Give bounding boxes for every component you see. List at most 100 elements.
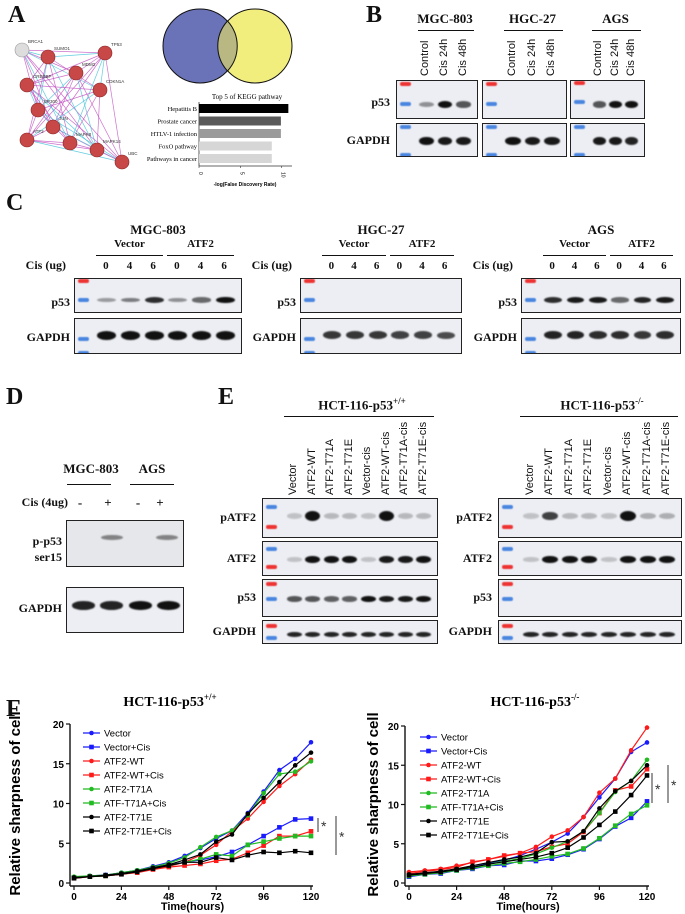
data-point	[261, 839, 266, 844]
network-node-label: SUMO1	[54, 46, 71, 51]
protein-band	[418, 101, 434, 108]
chart-title-superscript: +/+	[204, 692, 217, 702]
ladder-marker	[486, 82, 497, 87]
protein-band	[522, 512, 539, 519]
legend-marker	[426, 832, 431, 838]
x-tick-label: 72	[211, 892, 223, 903]
data-point	[119, 871, 124, 877]
network-edge	[75, 72, 98, 151]
ladder-marker	[525, 298, 536, 302]
protein-band	[639, 631, 656, 637]
network-edge	[69, 89, 101, 144]
lane-label: ATF2-T71E	[342, 438, 355, 495]
protein-band	[360, 557, 376, 562]
data-point	[628, 815, 634, 821]
ladder-marker	[502, 635, 513, 640]
row-label-gapdh: GAPDH	[252, 330, 296, 344]
row-label-p53: p53	[473, 590, 492, 604]
network-edge	[21, 49, 71, 144]
data-point	[308, 829, 314, 834]
network-node	[114, 154, 130, 170]
dose-label: 0	[616, 260, 622, 272]
network-edge	[104, 52, 123, 163]
data-point	[454, 867, 459, 872]
data-point	[565, 828, 570, 833]
data-point	[581, 846, 586, 851]
protein-band	[456, 101, 472, 108]
patf2-blot	[498, 498, 682, 538]
data-point	[422, 871, 428, 876]
lane-label: Cis 48h	[456, 38, 469, 76]
protein-band	[379, 510, 395, 521]
protein-band	[581, 512, 598, 519]
data-point	[292, 848, 298, 854]
data-point	[644, 773, 650, 778]
kegg-title: Top 5 of KEGG pathway	[212, 93, 283, 101]
series-line-atf2-wt-cis	[73, 830, 312, 879]
data-point	[277, 836, 282, 841]
row-label-patf2: pATF2	[456, 510, 492, 524]
protein-band	[97, 297, 117, 303]
data-point	[597, 795, 602, 800]
dose-label: 4	[571, 260, 578, 272]
protein-band	[566, 296, 585, 304]
network-edge	[26, 72, 77, 86]
protein-band	[360, 512, 376, 519]
data-point	[308, 739, 314, 745]
protein-band	[360, 631, 376, 637]
ladder-marker	[400, 125, 411, 130]
data-point	[213, 855, 219, 860]
data-point	[406, 872, 412, 878]
gapdh-blot	[300, 318, 462, 354]
network-node-label: TP53	[111, 42, 122, 47]
data-point	[438, 869, 444, 875]
row-label-p53: p53	[498, 295, 517, 309]
protein-band	[323, 596, 339, 602]
legend-marker	[89, 800, 94, 806]
protein-band	[379, 631, 395, 637]
protein-band	[391, 331, 410, 339]
network-edge	[37, 109, 123, 163]
network-edge	[47, 52, 106, 58]
protein-band	[544, 331, 563, 340]
network-edge	[96, 89, 101, 151]
protein-band	[342, 555, 358, 564]
y-tick-label: 5	[58, 839, 64, 850]
protein-band	[416, 512, 432, 519]
protein-band	[588, 296, 607, 304]
data-point	[245, 811, 251, 817]
ladder-marker	[266, 581, 277, 586]
legend-marker	[426, 804, 431, 810]
x-tick-label: 48	[163, 892, 175, 903]
data-point	[470, 865, 475, 870]
legend-label: ATF2-T71A	[441, 789, 490, 800]
data-point	[308, 759, 314, 764]
lane-label: Vector-cis	[361, 446, 374, 495]
protein-band	[305, 555, 321, 564]
network-edge	[75, 72, 123, 163]
data-point	[182, 863, 187, 868]
protein-band	[542, 631, 559, 637]
lane-label: Control	[419, 40, 432, 76]
protein-band	[192, 297, 211, 303]
data-point	[292, 833, 298, 839]
data-point	[198, 844, 203, 850]
protein-band	[600, 557, 617, 562]
ladder-marker	[78, 351, 89, 353]
data-point	[517, 850, 523, 856]
row-label-p-p53: p-p53	[32, 534, 62, 548]
data-point	[213, 852, 219, 857]
data-point	[565, 841, 570, 847]
kegg-bar-label: HTLV-1 infection	[151, 131, 198, 138]
data-point	[549, 854, 555, 859]
network-node-label: JUN	[59, 116, 68, 121]
x-axis-label: Time(hours)	[161, 901, 225, 913]
atf2-blot	[262, 541, 438, 576]
data-point	[565, 845, 570, 850]
p53-blot	[396, 80, 478, 119]
data-point	[292, 756, 298, 762]
protein-band	[342, 596, 358, 602]
row-label-atf2: ATF2	[462, 550, 492, 565]
data-point	[644, 740, 650, 745]
ladder-marker	[400, 82, 411, 87]
